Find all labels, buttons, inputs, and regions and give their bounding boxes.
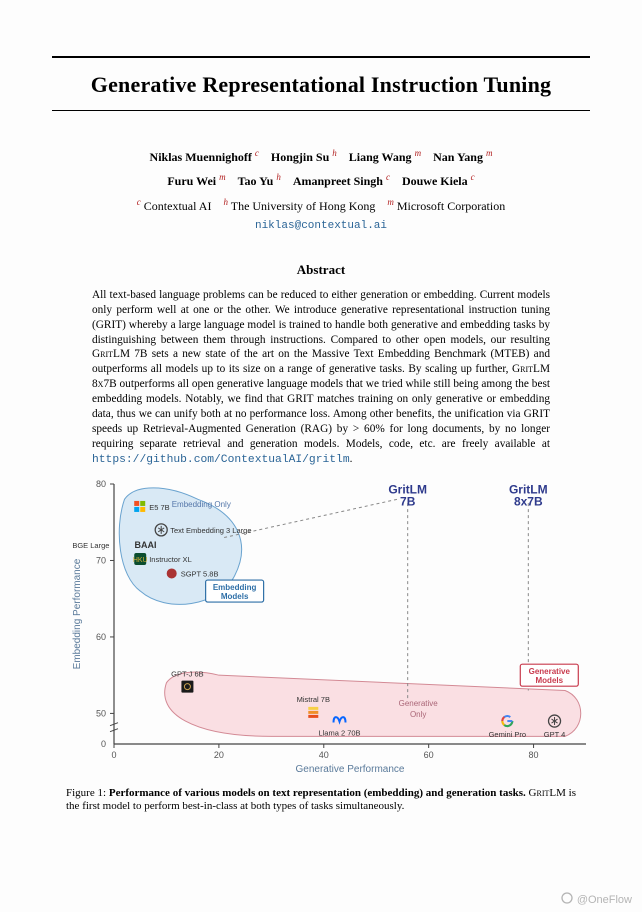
svg-text:Models: Models — [221, 592, 249, 601]
title-underline — [52, 110, 590, 111]
svg-text:Generative: Generative — [529, 667, 571, 676]
svg-text:Only: Only — [410, 710, 426, 719]
svg-text:Embedding Only: Embedding Only — [172, 500, 231, 509]
svg-text:Generative Performance: Generative Performance — [296, 764, 405, 775]
author: Niklas Muennighoff — [150, 150, 252, 164]
svg-text:40: 40 — [319, 750, 329, 760]
svg-text:70: 70 — [96, 555, 106, 565]
svg-text:HKU: HKU — [133, 557, 148, 564]
svg-text:Instructor XL: Instructor XL — [149, 555, 192, 564]
abstract-body: All text-based language problems can be … — [92, 288, 550, 468]
page-title: Generative Representational Instruction … — [52, 72, 590, 98]
author: Hongjin Su — [271, 150, 329, 164]
svg-text:Embedding: Embedding — [213, 583, 257, 592]
author: Furu Wei — [167, 174, 216, 188]
svg-text:Models: Models — [536, 676, 564, 685]
author: Douwe Kiela — [402, 174, 468, 188]
svg-text:7B: 7B — [400, 494, 416, 508]
abstract-heading: Abstract — [52, 262, 590, 278]
svg-text:GPT-J 6B: GPT-J 6B — [171, 669, 204, 678]
svg-text:Generative: Generative — [399, 698, 439, 707]
svg-text:Embedding Performance: Embedding Performance — [72, 558, 83, 669]
svg-text:80: 80 — [96, 479, 106, 489]
svg-text:SGPT 5.8B: SGPT 5.8B — [181, 569, 219, 578]
svg-text:0: 0 — [101, 739, 106, 749]
svg-text:20: 20 — [214, 750, 224, 760]
affiliations: c Contextual AI h The University of Hong… — [52, 195, 590, 216]
author: Liang Wang — [349, 150, 412, 164]
contact-email: niklas@contextual.ai — [52, 220, 590, 232]
figure-1: 0 20 40 60 80 50 60 70 80 0 Generative Performance… — [66, 476, 576, 781]
figure-caption: Figure 1: Performance of various models … — [66, 787, 576, 815]
watermark: @OneFlow — [560, 891, 632, 906]
svg-text:Text Embedding 3 Large: Text Embedding 3 Large — [170, 526, 251, 535]
svg-text:GPT 4: GPT 4 — [544, 730, 566, 739]
svg-text:60: 60 — [424, 750, 434, 760]
svg-text:Llama 2 70B: Llama 2 70B — [318, 728, 360, 737]
author: Nan Yang — [433, 150, 483, 164]
authors-block: Niklas Muennighoff c Hongjin Su h Liang … — [52, 145, 590, 193]
author: Tao Yu — [238, 174, 274, 188]
svg-text:Mistral 7B: Mistral 7B — [297, 695, 330, 704]
author: Amanpreet Singh — [293, 174, 383, 188]
svg-text:8x7B: 8x7B — [514, 494, 543, 508]
svg-text:50: 50 — [96, 708, 106, 718]
svg-text:BGE Large: BGE Large — [72, 541, 109, 550]
svg-text:BAAI: BAAI — [134, 540, 156, 550]
repo-url[interactable]: https://github.com/ContextualAI/gritlm — [92, 454, 350, 466]
svg-text:80: 80 — [529, 750, 539, 760]
svg-text:E5 7B: E5 7B — [149, 503, 169, 512]
svg-text:Gemini Pro: Gemini Pro — [489, 730, 527, 739]
svg-text:0: 0 — [111, 750, 116, 760]
svg-text:60: 60 — [96, 632, 106, 642]
top-rule — [52, 56, 590, 58]
